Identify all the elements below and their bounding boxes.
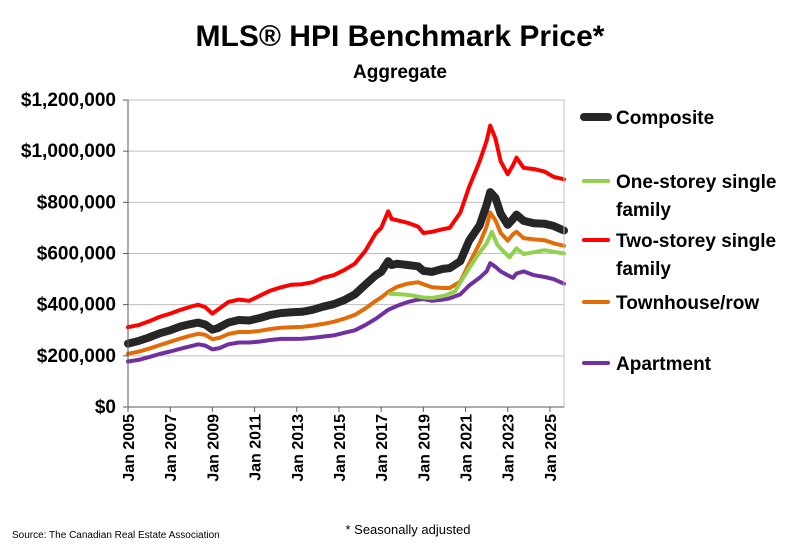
legend-label-one-storey-single-family: One-storey single family — [616, 172, 777, 221]
y-tick-label: $1,000,000 — [21, 141, 116, 162]
x-tick-label: Jan 2017 — [374, 414, 391, 482]
source-note: Source: The Canadian Real Estate Associa… — [12, 530, 220, 541]
y-tick-label: $200,000 — [37, 346, 116, 367]
x-tick-label: Jan 2021 — [459, 414, 476, 482]
series-line-apartment — [126, 261, 566, 364]
x-tick-label: Jan 2005 — [121, 414, 138, 482]
x-tick-label: Jan 2011 — [248, 414, 265, 481]
legend-label-townhouse-row: Townhouse/row — [616, 293, 759, 314]
legend: Composite One-storey single family Two-stor… — [580, 108, 777, 375]
y-tick-label: $0 — [95, 397, 116, 418]
x-tick-label: Jan 2025 — [543, 414, 560, 482]
series-line-two-storey-single-family — [126, 123, 566, 330]
chart-subtitle: Aggregate — [353, 62, 447, 83]
legend-label-composite: Composite — [616, 108, 714, 129]
y-axis: $0 $200,000 $400,000 $600,000 $800,000 $1,000… — [21, 90, 128, 418]
chart-title: MLS® HPI Benchmark Price* — [196, 20, 605, 53]
x-tick-label: Jan 2007 — [163, 414, 180, 482]
x-tick-label: Jan 2009 — [205, 414, 222, 482]
legend-label-apartment: Apartment — [616, 354, 712, 375]
x-axis: Jan 2005 Jan 2007 Jan 2009 Jan 2011 Jan 2013… — [121, 407, 560, 482]
legend-label-two-storey-single-family: Two-storey single family — [616, 231, 776, 280]
y-tick-label: $400,000 — [37, 295, 116, 316]
series-line-townhouse-row — [126, 210, 566, 356]
footnote: * Seasonally adjusted — [345, 522, 470, 537]
x-tick-label: Jan 2023 — [501, 414, 518, 482]
series-line-composite — [124, 188, 568, 348]
y-tick-label: $1,200,000 — [21, 90, 116, 111]
y-tick-label: $800,000 — [37, 192, 116, 213]
y-tick-label: $600,000 — [37, 244, 116, 265]
plot-area — [124, 123, 568, 364]
series-line-one-storey-single-family — [388, 229, 566, 300]
x-tick-label: Jan 2015 — [332, 414, 349, 482]
x-tick-label: Jan 2013 — [290, 414, 307, 482]
x-tick-label: Jan 2019 — [416, 414, 433, 482]
